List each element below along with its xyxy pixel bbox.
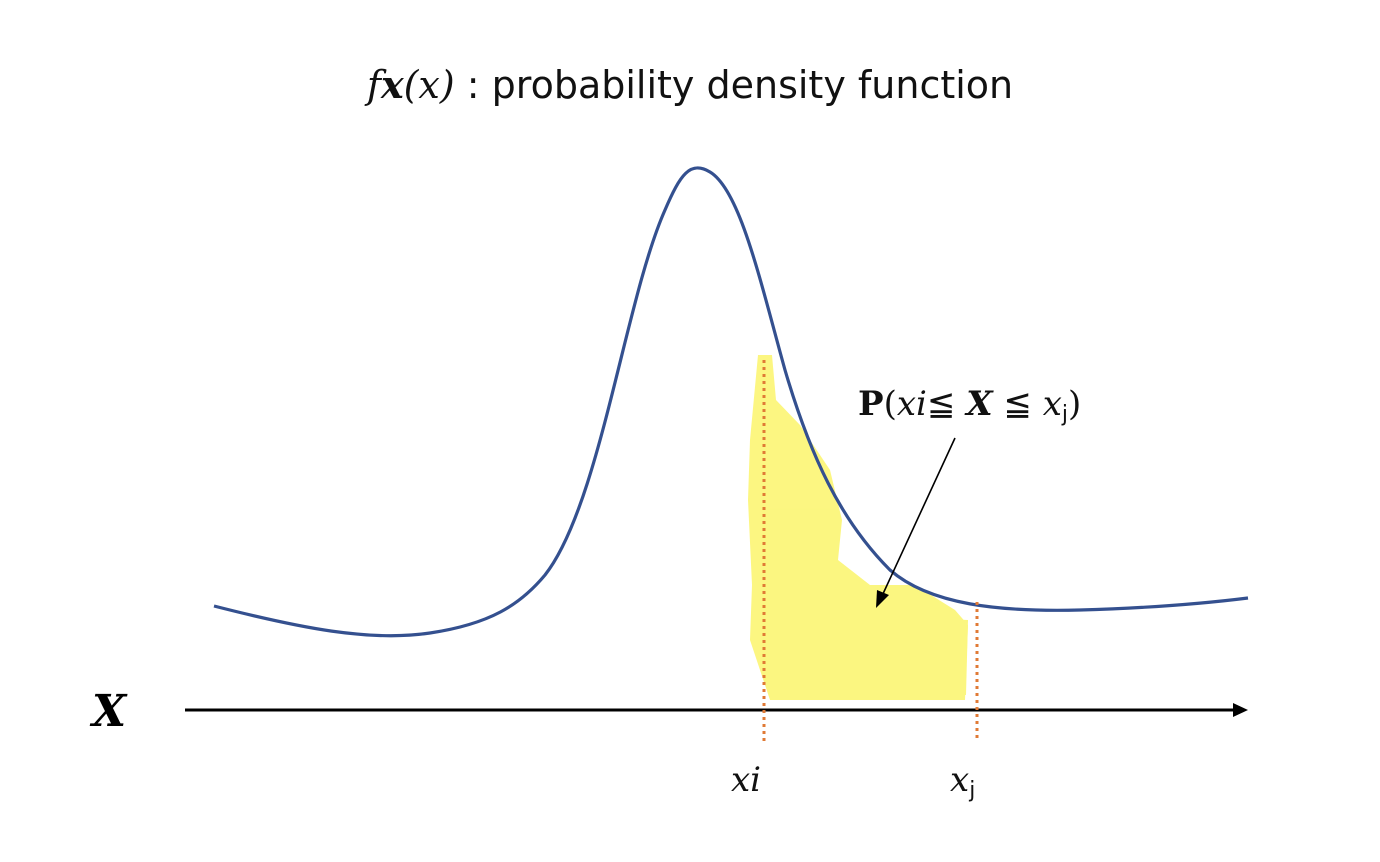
tick-label-xj: xj: [950, 760, 975, 803]
highlight-stroke-lower: [780, 612, 968, 695]
prob-le1: ≦: [926, 384, 967, 424]
annotation-arrowhead: [876, 590, 889, 608]
density-curve: [213, 166, 1249, 638]
prob-xi: xi: [896, 384, 927, 424]
title-var: x: [380, 62, 404, 107]
prob-xj-sub: j: [1061, 402, 1069, 427]
prob-p: P: [858, 384, 884, 424]
prob-X: X: [966, 384, 993, 424]
prob-open: (: [883, 384, 897, 424]
x-axis-arrowhead: [1233, 703, 1248, 717]
x-axis-label: X: [92, 686, 127, 737]
title-arg: (x): [403, 63, 455, 107]
tick-xi-main: xi: [731, 760, 762, 800]
tick-xj-sub: j: [969, 778, 976, 803]
highlight-region: [748, 355, 968, 700]
tick-xj-main: x: [950, 760, 970, 800]
probability-annotation: P(xi≦ X ≦ xj): [858, 384, 1081, 427]
prob-xj-main: x: [1042, 384, 1062, 424]
prob-close: ): [1068, 384, 1082, 424]
tick-label-xi: xi: [731, 760, 761, 800]
annotation-arrow-line: [881, 437, 956, 597]
chart-title: fx(x) : probability density function: [0, 62, 1380, 107]
prob-le2: ≦: [992, 384, 1043, 424]
title-func: f: [366, 63, 381, 107]
title-text: : probability density function: [454, 63, 1014, 107]
